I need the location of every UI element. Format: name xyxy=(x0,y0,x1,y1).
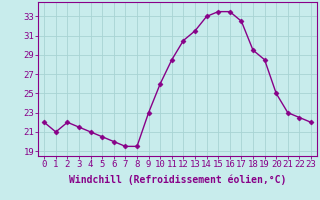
X-axis label: Windchill (Refroidissement éolien,°C): Windchill (Refroidissement éolien,°C) xyxy=(69,175,286,185)
